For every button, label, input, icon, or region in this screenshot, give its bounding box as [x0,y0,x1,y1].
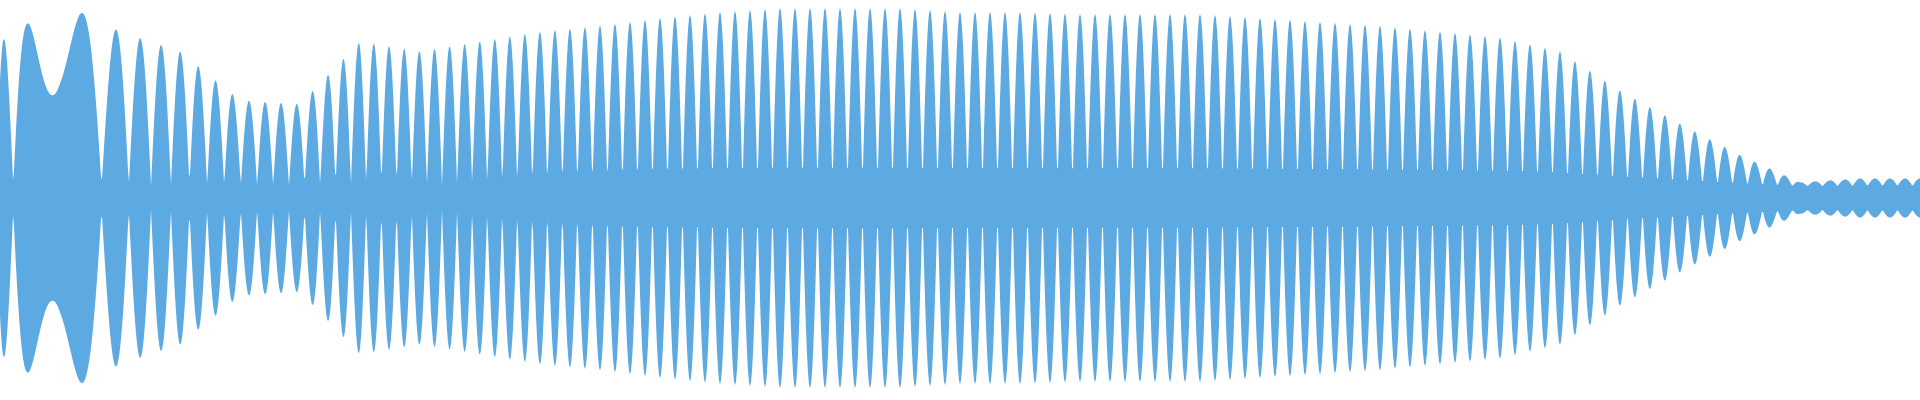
waveform-fill [0,7,1920,389]
